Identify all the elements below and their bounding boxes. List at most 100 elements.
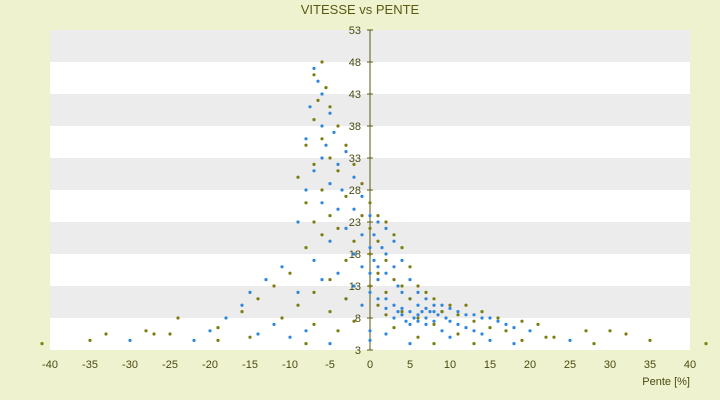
data-point [328, 105, 332, 109]
data-point [392, 265, 396, 269]
data-point [520, 338, 524, 342]
data-point [416, 290, 420, 294]
x-axis: -40 -35 -30 -25 -20 -15 -10 -5 0 5 10 15 20 25 30 35 40 [42, 359, 696, 371]
data-point [384, 226, 388, 230]
data-point [376, 214, 380, 218]
data-point [456, 313, 460, 317]
data-point [296, 290, 300, 294]
data-point [544, 335, 548, 339]
data-point [312, 66, 316, 70]
data-point [360, 214, 364, 218]
data-point [528, 329, 532, 333]
data-point [376, 239, 380, 243]
data-point [240, 303, 244, 307]
data-point [176, 316, 180, 320]
data-point [472, 319, 476, 323]
data-point [384, 290, 388, 294]
data-point [384, 306, 388, 310]
data-point [424, 322, 428, 326]
data-point [480, 316, 484, 320]
data-point [400, 313, 404, 317]
data-point [296, 303, 300, 307]
data-point [384, 252, 388, 256]
data-point [224, 316, 228, 320]
data-point [472, 329, 476, 333]
data-point [328, 156, 332, 160]
data-point [340, 188, 344, 192]
data-point [328, 310, 332, 314]
data-point [504, 329, 508, 333]
data-point [448, 335, 452, 339]
data-point [324, 86, 328, 90]
data-point [416, 313, 420, 317]
data-point [344, 226, 348, 230]
data-point [384, 313, 388, 317]
data-point [472, 313, 476, 317]
data-point [312, 169, 316, 173]
data-point [304, 329, 308, 333]
data-point [552, 335, 556, 339]
x-tick-label: 0 [367, 359, 373, 371]
data-point [464, 303, 468, 307]
data-point [480, 310, 484, 314]
data-point [392, 239, 396, 243]
data-point [496, 316, 500, 320]
data-point [168, 332, 172, 336]
data-point [384, 220, 388, 224]
data-points [40, 60, 708, 346]
x-tick-label: -30 [122, 359, 138, 371]
data-point [416, 319, 420, 323]
data-point [312, 258, 316, 262]
data-point [488, 326, 492, 330]
data-point [424, 290, 428, 294]
x-tick-label: 30 [604, 359, 616, 371]
y-axis: 38131823283338434853 [349, 25, 373, 357]
data-point [368, 214, 372, 218]
data-point [648, 338, 652, 342]
data-point [368, 201, 372, 205]
data-point [304, 342, 308, 346]
data-point [512, 326, 516, 330]
x-tick-label: -10 [282, 359, 298, 371]
data-point [520, 319, 524, 323]
data-point [448, 303, 452, 307]
data-point [320, 278, 324, 282]
data-point [456, 322, 460, 326]
x-tick-label: -35 [82, 359, 98, 371]
data-point [360, 233, 364, 237]
data-point [312, 220, 316, 224]
data-point [384, 297, 388, 301]
data-point [376, 303, 380, 307]
data-point [384, 332, 388, 336]
data-point [536, 322, 540, 326]
data-point [288, 335, 292, 339]
data-point [488, 338, 492, 342]
data-point [344, 150, 348, 154]
data-point [408, 310, 412, 314]
data-point [352, 175, 356, 179]
data-point [432, 297, 436, 301]
data-point [256, 332, 260, 336]
data-point [272, 322, 276, 326]
data-point [312, 290, 316, 294]
data-point [408, 265, 412, 269]
data-point [464, 313, 468, 317]
data-point [432, 319, 436, 323]
data-point [304, 246, 308, 250]
data-point [256, 297, 260, 301]
data-point [368, 246, 372, 250]
data-point [324, 143, 328, 147]
data-point [420, 310, 424, 314]
data-point [336, 271, 340, 275]
data-point [320, 188, 324, 192]
data-point [104, 332, 108, 336]
data-point [376, 278, 380, 282]
data-point [408, 297, 412, 301]
data-point [380, 246, 384, 250]
x-tick-label: -20 [202, 359, 218, 371]
data-point [352, 252, 356, 256]
data-point [328, 239, 332, 243]
data-point [288, 271, 292, 275]
y-tick-label: 33 [349, 153, 361, 165]
data-point [360, 182, 364, 186]
